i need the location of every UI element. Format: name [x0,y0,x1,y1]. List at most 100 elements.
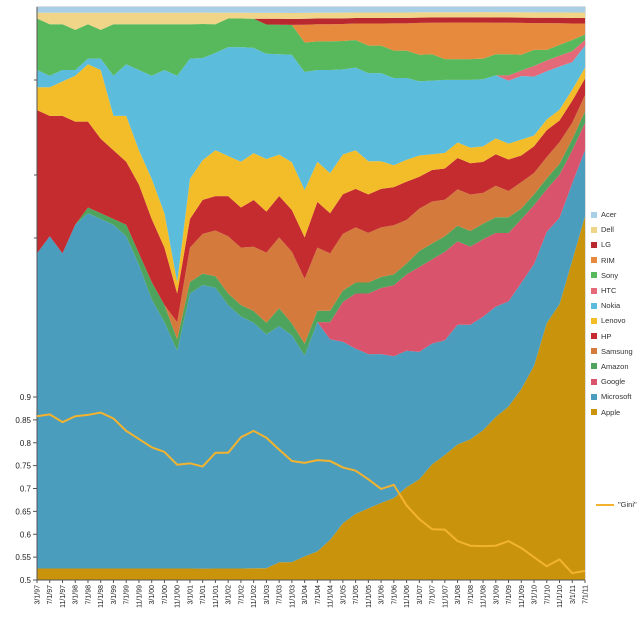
legend-label: Nokia [601,301,621,311]
area-lenovo [37,64,585,294]
legend-label: Samsung [601,346,633,356]
x-tick-label: 11/1/05 [366,585,373,608]
y-tick-label: 0.7 [20,485,32,494]
x-tick-label: 11/1/06 [404,585,411,608]
area-microsoft [37,150,585,569]
legend-label: Apple [601,407,621,417]
y-tick-label: 0.85 [15,416,31,425]
legend-swatch [591,333,597,340]
area-sony [37,18,585,82]
x-tick-label: 3/1/99 [111,585,118,605]
legend-label: HTC [601,286,617,296]
legend-swatch [591,302,597,309]
area-amazon [37,111,585,356]
x-tick-label: 11/1/00 [175,585,182,608]
legend-swatch [591,257,597,264]
y-tick-label: 0.9 [20,393,32,402]
x-tick-label: 3/1/04 [302,585,309,605]
legend-label: Acer [601,210,617,220]
x-tick-label: 3/1/11 [570,585,577,604]
legend-swatch [591,287,597,294]
area-rim [37,18,585,60]
legend-label: LG [601,240,612,250]
x-tick-label: 3/1/01 [187,585,194,605]
legend-item-acer: Acer [591,207,643,222]
x-tick-label: 11/1/04 [328,585,335,608]
legend-label: Dell [601,225,614,235]
legend-swatch [591,272,597,279]
x-tick-label: 7/1/00 [162,585,169,605]
x-tick-label: 11/1/03 [289,585,296,608]
x-tick-label: 11/1/09 [519,585,526,608]
gini-line [36,411,586,575]
legend-item-google: Google [591,374,643,389]
x-tick-label: 7/1/08 [468,585,475,605]
area-apple [37,216,585,580]
legend-label: HP [601,331,612,341]
x-tick-label: 7/1/07 [430,585,437,605]
x-tick-label: 3/1/05 [340,585,347,605]
y-tick-label: 0.65 [15,507,31,516]
x-tick-label: 3/1/06 [379,585,386,605]
x-tick-label: 7/1/97 [47,585,54,605]
x-tick-label: 3/1/98 [73,585,80,605]
x-tick-label: 7/1/02 [238,585,245,605]
legend-swatch [591,409,597,416]
legend-item-lg: LG [591,237,643,252]
legend-label: Sony [601,270,619,280]
x-tick-label: 3/1/08 [455,585,462,605]
area-samsung [37,95,585,344]
legend-label: Google [601,377,626,387]
legend-label: Lenovo [601,316,626,326]
x-tick-label: 11/1/08 [481,585,488,608]
legend-item-htc: HTC [591,283,643,298]
x-tick-label: 3/1/02 [226,585,233,605]
x-tick-label: 11/1/07 [442,585,449,608]
x-tick-label: 7/1/06 [391,585,398,605]
y-tick-label: 0.75 [15,462,31,471]
x-tick-label: 3/1/07 [417,585,424,605]
x-tick-label: 3/1/10 [532,585,539,605]
legend: Acer Dell LG RIM Sony HTC Nokia Lenovo HP Samsung… [591,207,643,420]
legend-swatch [591,241,597,248]
legend-item-amazon: Amazon [591,359,643,374]
x-tick-label: 7/1/05 [353,585,360,605]
x-tick-label: 7/1/09 [506,585,513,605]
legend-swatch [591,363,597,370]
area-dell [37,12,585,30]
legend-swatch [591,211,597,218]
area-nokia [37,45,585,283]
gini-legend-line [596,503,614,506]
x-tick-label: 3/1/97 [35,585,42,605]
area-acer [37,7,585,13]
x-tick-label: 11/1/99 [136,585,143,608]
x-tick-label: 7/1/99 [124,585,131,605]
y-tick-label: 0.6 [20,530,32,539]
x-tick-label: 3/1/00 [149,585,156,605]
y-tick-label: 0.5 [20,576,32,585]
legend-item-microsoft: Microsoft [591,389,643,404]
legend-item-hp: HP [591,329,643,344]
area-google [37,122,585,357]
legend-swatch [591,348,597,355]
y-tick-label: 0.55 [15,553,31,562]
x-tick-label: 7/1/03 [277,585,284,605]
gini-legend: "Gini" [596,500,637,509]
legend-swatch [591,393,597,400]
legend-item-apple: Apple [591,404,643,419]
x-tick-label: 11/1/02 [251,585,258,608]
x-tick-label: 11/1/10 [557,585,564,608]
legend-item-dell: Dell [591,222,643,237]
legend-item-lenovo: Lenovo [591,313,643,328]
legend-item-rim: RIM [591,253,643,268]
legend-label: Microsoft [601,392,632,402]
x-tick-label: 11/1/98 [98,585,105,608]
x-tick-label: 7/1/01 [200,585,207,605]
legend-swatch [591,317,597,324]
x-tick-label: 7/1/98 [85,585,92,605]
legend-item-samsung: Samsung [591,344,643,359]
area-lg [37,17,585,30]
y-tick-label: 0.8 [20,439,32,448]
